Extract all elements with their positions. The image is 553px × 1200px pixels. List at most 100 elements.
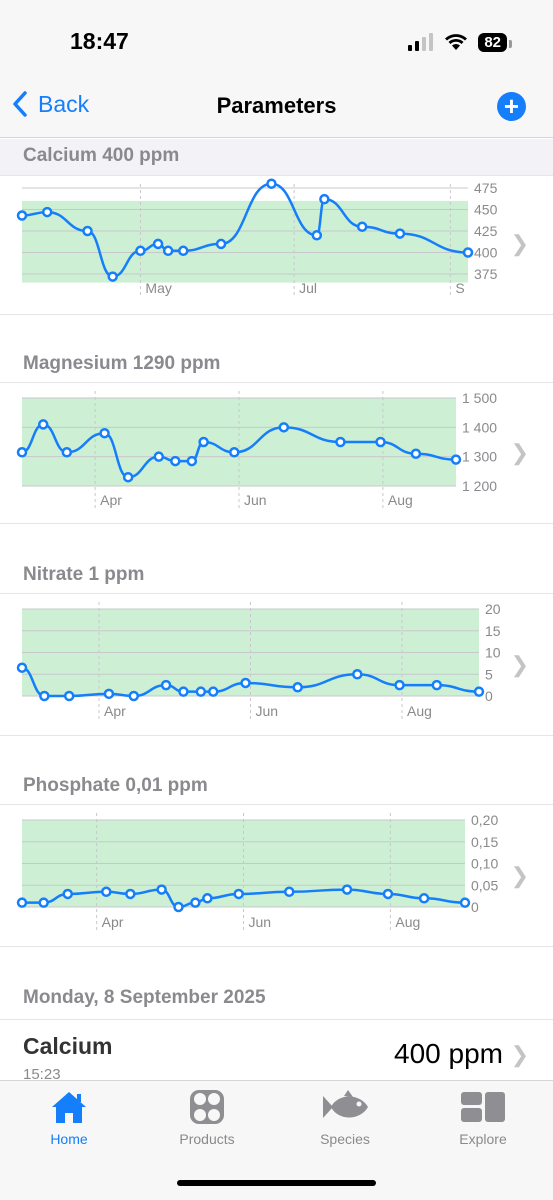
- y-tick-label: 10: [485, 645, 501, 661]
- chevron-right-icon: ❯: [510, 652, 529, 677]
- data-point: [410, 448, 422, 459]
- tab-explore[interactable]: Explore: [414, 1089, 552, 1147]
- data-point: [39, 690, 50, 702]
- x-tick-label: Jun: [256, 703, 279, 719]
- calcium-line-chart: 475 450 425 400 375 May Jul S: [16, 178, 498, 298]
- data-point: [170, 455, 181, 467]
- data-point: [82, 225, 93, 237]
- data-point: [394, 228, 406, 239]
- entry-time: 15:23: [23, 1066, 61, 1080]
- fan-icon: [190, 1090, 224, 1124]
- nav-bar: Back Parameters +: [0, 80, 553, 138]
- nitrate-chart-row[interactable]: 20 15 10 5 0 Apr Jun Aug ❯: [0, 593, 553, 736]
- tab-products[interactable]: Products: [138, 1089, 276, 1147]
- y-tick-label: 475: [474, 180, 498, 196]
- y-tick-label: 0,15: [471, 834, 498, 850]
- data-point: [356, 221, 368, 232]
- x-tick-label: Jun: [244, 492, 267, 508]
- data-point: [418, 893, 430, 904]
- y-tick-label: 425: [474, 223, 498, 239]
- y-tick-label: 0,20: [471, 812, 498, 828]
- fish-icon: [323, 1090, 368, 1118]
- y-tick-label: 1 500: [462, 390, 497, 406]
- parameters-list[interactable]: Calcium 400 ppm 475 450 425 400 375 May Jul S ❯…: [0, 139, 553, 1080]
- data-point: [240, 677, 251, 689]
- data-point: [190, 897, 201, 908]
- section-header: Nitrate 1 ppm: [23, 564, 145, 585]
- status-icons: 82: [408, 30, 512, 54]
- date-header: Monday, 8 September 2025: [23, 987, 266, 1008]
- data-point: [16, 447, 28, 458]
- tab-label: Species: [320, 1131, 370, 1147]
- tab-species[interactable]: Species: [276, 1089, 414, 1147]
- data-point: [125, 888, 136, 900]
- chevron-right-icon: ❯: [510, 863, 529, 888]
- data-point: [341, 884, 353, 895]
- grid-icon: [461, 1092, 505, 1122]
- y-tick-label: 0,05: [471, 877, 498, 893]
- data-point: [153, 451, 165, 462]
- y-tick-label: 450: [474, 202, 498, 218]
- data-point: [61, 447, 73, 458]
- data-point: [459, 897, 471, 908]
- data-point: [229, 447, 240, 458]
- data-point: [173, 901, 184, 913]
- status-bar: 18:47 82: [0, 0, 553, 80]
- x-tick-label: S: [455, 280, 464, 296]
- data-point: [16, 897, 28, 908]
- x-tick-label: Aug: [395, 914, 420, 930]
- y-tick-label: 375: [474, 266, 498, 282]
- y-tick-label: 1 400: [462, 419, 497, 435]
- back-button[interactable]: Back: [12, 90, 89, 118]
- data-point: [103, 688, 115, 700]
- status-time: 18:47: [70, 28, 129, 54]
- wifi-icon: [445, 34, 468, 50]
- entry-name: Calcium: [23, 1033, 113, 1059]
- battery-icon: 82: [478, 32, 512, 52]
- section-header: Magnesium 1290 ppm: [23, 353, 221, 374]
- data-point: [101, 886, 112, 898]
- y-tick-label: 0: [485, 688, 493, 704]
- nitrate-line-chart: 20 15 10 5 0 Apr Jun Aug: [16, 601, 501, 721]
- y-tick-label: 20: [485, 601, 501, 617]
- data-point: [215, 238, 227, 250]
- data-point: [375, 436, 386, 448]
- y-tick-label: 400: [474, 245, 498, 261]
- tab-home[interactable]: Home: [0, 1089, 138, 1147]
- section-header: Calcium 400 ppm: [23, 145, 180, 166]
- data-point: [160, 679, 172, 691]
- entry-row[interactable]: Calcium 15:23 400 ppm ❯: [0, 1019, 553, 1080]
- signal-icon: [408, 33, 434, 51]
- data-point: [352, 669, 363, 680]
- calcium-chart-row[interactable]: 475 450 425 400 375 May Jul S ❯: [0, 175, 553, 315]
- data-point: [107, 271, 118, 282]
- data-point: [152, 238, 164, 250]
- y-tick-label: 5: [485, 666, 493, 682]
- data-point: [266, 178, 277, 189]
- tab-label: Products: [179, 1131, 235, 1147]
- y-tick-label: 0,10: [471, 856, 498, 872]
- magnesium-chart-row[interactable]: 1 500 1 400 1 300 1 200 Apr Jun Aug ❯: [0, 382, 553, 524]
- data-point: [37, 419, 49, 430]
- data-point: [156, 884, 167, 895]
- data-point: [128, 690, 140, 702]
- data-point: [41, 206, 53, 218]
- x-tick-label: Jul: [299, 280, 317, 296]
- data-point: [319, 193, 330, 205]
- data-point: [311, 230, 323, 241]
- tab-label: Explore: [459, 1131, 507, 1147]
- phosphate-chart-row[interactable]: 0,20 0,15 0,10 0,05 0 Apr Jun Aug ❯: [0, 804, 553, 947]
- series-line: [21, 182, 469, 278]
- data-point: [473, 686, 485, 697]
- plus-circle-icon[interactable]: +: [497, 92, 526, 121]
- chevron-right-icon: ❯: [510, 440, 529, 465]
- x-tick-label: Aug: [407, 703, 432, 719]
- x-tick-label: Aug: [388, 492, 413, 508]
- phosphate-line-chart: 0,20 0,15 0,10 0,05 0 Apr Jun Aug: [16, 812, 498, 932]
- data-point: [63, 690, 75, 702]
- data-point: [233, 888, 244, 900]
- data-point: [394, 679, 405, 691]
- chevron-right-icon: ❯: [510, 231, 529, 256]
- section-header: Phosphate 0,01 ppm: [23, 775, 208, 796]
- data-point: [278, 422, 290, 433]
